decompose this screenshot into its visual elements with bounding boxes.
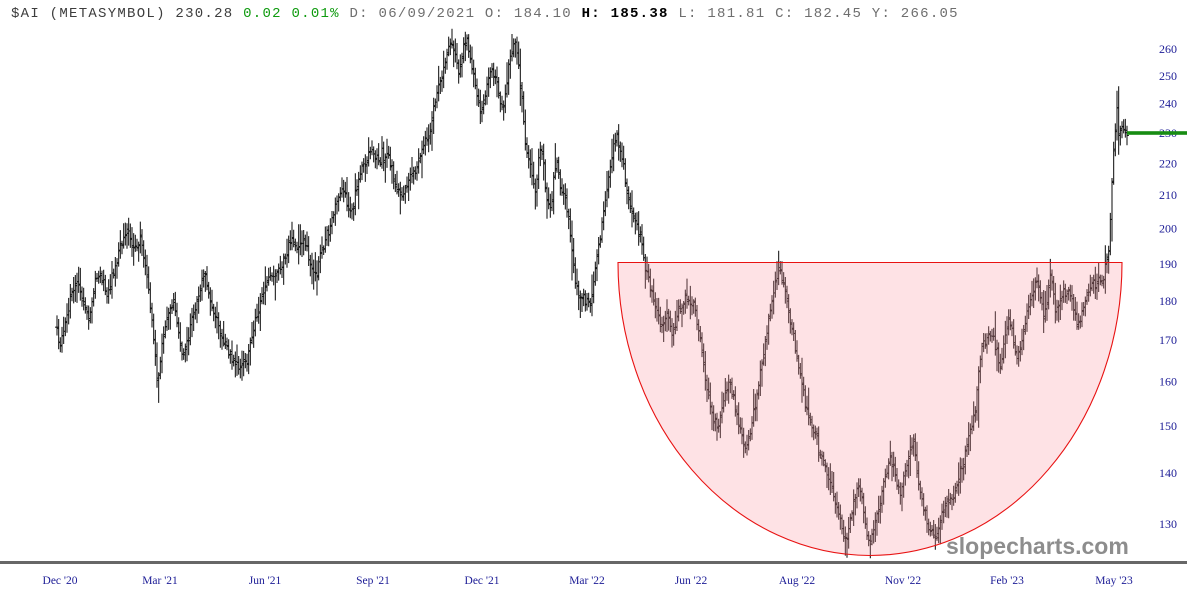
svg-text:130: 130	[1159, 517, 1177, 531]
svg-text:150: 150	[1159, 419, 1177, 433]
svg-text:190: 190	[1159, 257, 1177, 271]
svg-text:Dec '21: Dec '21	[465, 575, 500, 587]
svg-text:140: 140	[1159, 466, 1177, 480]
svg-text:210: 210	[1159, 188, 1177, 202]
svg-text:May '23: May '23	[1095, 575, 1133, 587]
svg-text:220: 220	[1159, 156, 1177, 170]
svg-text:Feb '23: Feb '23	[990, 575, 1024, 587]
svg-text:260: 260	[1159, 42, 1177, 56]
svg-text:Mar '22: Mar '22	[569, 575, 605, 587]
svg-text:240: 240	[1159, 97, 1177, 111]
svg-text:200: 200	[1159, 222, 1177, 236]
svg-text:Dec '20: Dec '20	[43, 575, 78, 587]
svg-text:Jun '21: Jun '21	[249, 575, 282, 587]
svg-text:250: 250	[1159, 69, 1177, 83]
svg-text:Jun '22: Jun '22	[675, 575, 708, 587]
svg-text:160: 160	[1159, 375, 1177, 389]
svg-text:170: 170	[1159, 333, 1177, 347]
svg-text:Nov '22: Nov '22	[885, 575, 922, 587]
svg-text:Sep '21: Sep '21	[356, 575, 390, 587]
svg-text:Mar '21: Mar '21	[142, 575, 178, 587]
svg-text:Aug '22: Aug '22	[779, 575, 816, 587]
svg-text:180: 180	[1159, 294, 1177, 308]
